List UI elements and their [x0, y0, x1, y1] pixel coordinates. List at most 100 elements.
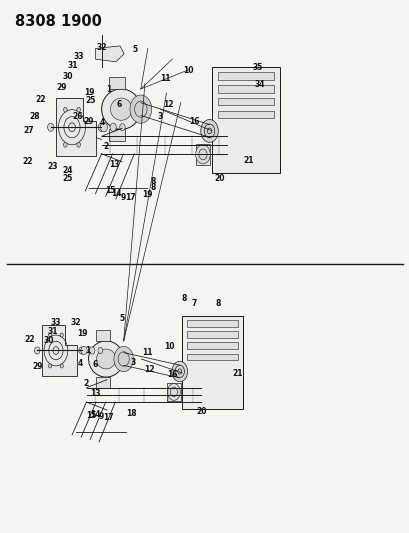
- Text: 14: 14: [90, 410, 101, 419]
- Bar: [187, 332, 237, 338]
- Bar: [217, 85, 274, 93]
- Text: 31: 31: [47, 327, 58, 336]
- Text: 12: 12: [162, 100, 173, 109]
- Text: 25: 25: [62, 174, 73, 183]
- Circle shape: [63, 142, 67, 147]
- Text: 30: 30: [43, 336, 54, 345]
- Polygon shape: [95, 46, 124, 62]
- Circle shape: [178, 369, 181, 374]
- Text: 31: 31: [67, 61, 78, 70]
- Text: 11: 11: [142, 348, 152, 357]
- Bar: [187, 320, 237, 327]
- Bar: [182, 316, 242, 409]
- Text: 10: 10: [164, 342, 174, 351]
- Text: 25: 25: [85, 96, 95, 105]
- Text: 9: 9: [120, 193, 125, 202]
- Text: 22: 22: [36, 94, 46, 103]
- Circle shape: [63, 107, 67, 112]
- Text: 12: 12: [144, 365, 154, 374]
- Polygon shape: [95, 330, 109, 341]
- Text: 17: 17: [125, 193, 136, 203]
- Text: 8: 8: [151, 177, 156, 186]
- Text: 29: 29: [56, 83, 66, 92]
- Text: 29: 29: [32, 362, 43, 372]
- Circle shape: [171, 361, 187, 382]
- Circle shape: [130, 95, 151, 123]
- Text: 28: 28: [29, 112, 39, 121]
- Text: 3: 3: [157, 112, 162, 121]
- Text: 16: 16: [189, 117, 199, 126]
- Circle shape: [167, 384, 180, 400]
- Text: 30: 30: [62, 71, 72, 80]
- Text: 21: 21: [232, 369, 243, 378]
- Text: 27: 27: [23, 126, 34, 135]
- Text: 8: 8: [181, 294, 186, 303]
- Circle shape: [98, 123, 104, 131]
- Text: 6: 6: [116, 100, 121, 109]
- Circle shape: [175, 365, 184, 377]
- Circle shape: [76, 142, 80, 147]
- Polygon shape: [109, 77, 125, 89]
- Text: 19: 19: [142, 190, 152, 199]
- Text: 8308 1900: 8308 1900: [15, 14, 101, 29]
- Text: 21: 21: [243, 156, 253, 165]
- Text: 35: 35: [252, 63, 262, 72]
- Circle shape: [47, 123, 54, 131]
- Text: 10: 10: [182, 66, 193, 75]
- Circle shape: [200, 119, 218, 142]
- Circle shape: [114, 346, 133, 372]
- Circle shape: [79, 347, 84, 354]
- Text: 20: 20: [214, 174, 225, 183]
- Text: 15: 15: [86, 411, 97, 420]
- Text: 5: 5: [132, 45, 137, 54]
- Text: 34: 34: [254, 79, 264, 88]
- Text: 17: 17: [103, 413, 114, 422]
- Bar: [217, 98, 274, 106]
- Text: 23: 23: [47, 161, 57, 171]
- Text: 4: 4: [78, 359, 83, 368]
- Text: 22: 22: [25, 335, 35, 344]
- Bar: [187, 353, 237, 360]
- Circle shape: [134, 101, 147, 117]
- Text: 2: 2: [83, 379, 88, 389]
- Text: 19: 19: [77, 329, 88, 338]
- Circle shape: [76, 107, 80, 112]
- Circle shape: [195, 145, 210, 164]
- Circle shape: [98, 348, 102, 353]
- Text: 5: 5: [119, 314, 124, 323]
- Circle shape: [34, 347, 40, 354]
- Text: 16: 16: [166, 370, 177, 379]
- Circle shape: [110, 123, 116, 131]
- Polygon shape: [42, 325, 77, 376]
- Bar: [217, 72, 274, 80]
- Text: 24: 24: [62, 166, 73, 175]
- Text: 32: 32: [70, 318, 81, 327]
- Text: 19: 19: [83, 88, 94, 97]
- Text: 15: 15: [105, 186, 115, 195]
- Circle shape: [60, 364, 63, 368]
- Circle shape: [100, 123, 107, 132]
- Text: 6: 6: [92, 360, 97, 369]
- Ellipse shape: [88, 341, 124, 377]
- Text: 3: 3: [130, 358, 136, 367]
- Circle shape: [207, 128, 211, 134]
- Text: 4: 4: [99, 118, 105, 127]
- Circle shape: [198, 149, 207, 160]
- Bar: [195, 144, 210, 165]
- Text: 18: 18: [126, 409, 137, 418]
- Text: 32: 32: [97, 43, 107, 52]
- Bar: [217, 110, 274, 118]
- Text: 26: 26: [72, 112, 83, 121]
- Bar: [167, 383, 180, 401]
- Circle shape: [48, 333, 52, 337]
- Text: 1: 1: [106, 85, 111, 94]
- Text: 11: 11: [160, 74, 170, 83]
- Circle shape: [81, 346, 87, 354]
- Ellipse shape: [96, 349, 115, 369]
- Text: 29: 29: [83, 117, 94, 126]
- Circle shape: [118, 352, 129, 366]
- Polygon shape: [56, 98, 96, 157]
- Polygon shape: [109, 130, 125, 141]
- Text: 20: 20: [196, 407, 207, 416]
- Polygon shape: [95, 377, 109, 388]
